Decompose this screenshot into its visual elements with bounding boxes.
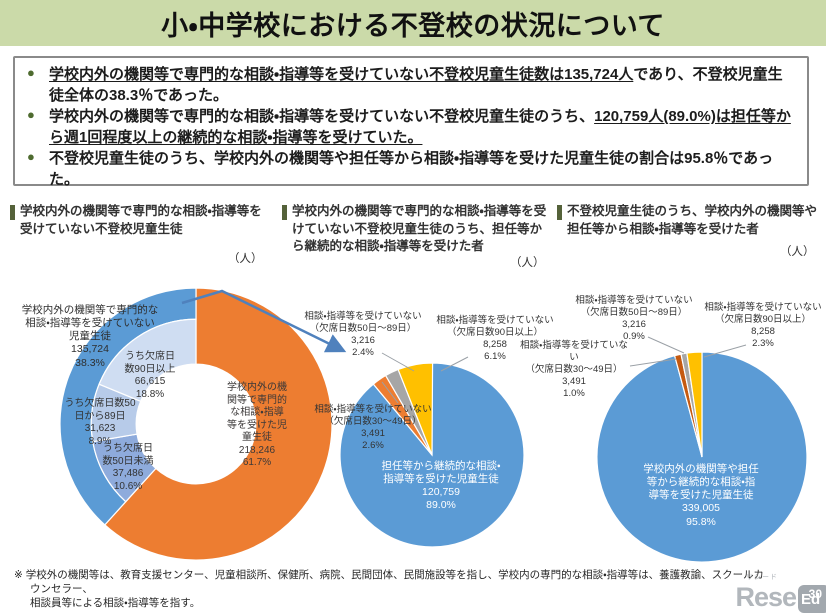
- label-c2-absent-90plus: 相談・指導等を受けていない （欠席日数90日以上） 8,258 6.1%: [436, 315, 554, 362]
- chart3-unit-label: （人）: [780, 246, 815, 258]
- pie-slice: [686, 352, 703, 458]
- pie-chart-overall-support: [597, 352, 807, 562]
- page-title: 小・中学校における不登校の状況について: [161, 10, 665, 41]
- summary-bullet: 学校内外の機関等で専門的な相談・指導等を受けていない不登校児童生徒数は135,7…: [25, 64, 797, 106]
- label-absent-under50: うち欠席日 数50日未満 37,486 10.6%: [102, 443, 154, 492]
- label-c2-main: 担任等から継続的な相談・ 指導等を受けた児童生徒 120,759 89.0%: [381, 460, 501, 512]
- label-c3-absent-30-49: 相談・指導等を受けていない （欠席日数30～49日） 3,491 1.0%: [520, 340, 628, 399]
- chart1-header-text: 学校内外の機関等で専門的な相談・指導等を受けていない不登校児童生徒: [20, 204, 262, 236]
- footnote: ※ 学校外の機関等は、教育支援センター、児童相談所、保健所、病院、民間団体、民間…: [14, 569, 764, 610]
- label-absent-50-89: うち欠席日数50 日から89日 31,623 8.9%: [64, 398, 136, 447]
- section-bar-icon: [10, 205, 15, 220]
- chart1-header: 学校内外の機関等で専門的な相談・指導等を受けていない不登校児童生徒: [10, 203, 272, 238]
- label-c2-absent-50-89: 相談・指導等を受けていない （欠席日数50日～89日） 3,216 2.4%: [304, 311, 422, 358]
- label-absent-90plus: うち欠席日 数90日以上 66,615 18.8%: [124, 351, 176, 400]
- chart2-header: 学校内外の機関等で専門的な相談・指導等を受けていない不登校児童生徒のうち、担任等…: [282, 203, 550, 256]
- chart3-header: 不登校児童生徒のうち、学校内外の機関等や担任等から相談・指導等を受けた者: [557, 203, 821, 238]
- donut-chart-unsupported-students: [60, 288, 332, 560]
- summary-box: 学校内外の機関等で専門的な相談・指導等を受けていない不登校児童生徒数は135,7…: [13, 56, 809, 188]
- page-number: 30: [808, 587, 822, 601]
- watermark-text: Rese: [735, 582, 797, 612]
- pie-slice: [103, 288, 332, 560]
- summary-bullet-list: 学校内外の機関等で専門的な相談・指導等を受けていない不登校児童生徒数は135,7…: [25, 64, 797, 190]
- label-c3-absent-90plus: 相談・指導等を受けていない （欠席日数90日以上） 8,258 2.3%: [704, 302, 822, 349]
- label-not-received: 学校内外の機関等で専門的な 相談・指導等を受けていない 児童生徒 135,724…: [21, 304, 159, 369]
- section-bar-icon: [557, 205, 562, 220]
- watermark-logo: リシード Rese Ed 30: [694, 571, 826, 615]
- label-c2-absent-30-49: 相談・指導等を受けていない （欠席日数30～49日） 3,491 2.6%: [314, 404, 432, 451]
- label-received: 学校内外の機 関等で専門的 な相談・指導 等を受けた児 童生徒 218,246 …: [227, 382, 287, 468]
- summary-bullet: 不登校児童生徒のうち、学校内外の機関等や担任等から相談・指導等を受けた児童生徒の…: [25, 148, 797, 190]
- chart1-unit-label: （人）: [228, 253, 263, 265]
- chart3-header-text: 不登校児童生徒のうち、学校内外の機関等や担任等から相談・指導等を受けた者: [567, 204, 818, 236]
- watermark-badge: Ed: [798, 585, 826, 613]
- summary-bullet: 学校内外の機関等で専門的な相談・指導等を受けていない不登校児童生徒のうち、120…: [25, 106, 797, 148]
- label-c3-main: 学校内外の機関等や担任 等から継続的な相談・指 導等を受けた児童生徒 339,0…: [643, 463, 759, 528]
- chart2-unit-label: （人）: [510, 257, 545, 269]
- pie-slice: [340, 363, 524, 547]
- title-bar: 小・中学校における不登校の状況について: [0, 0, 826, 46]
- section-bar-icon: [282, 205, 287, 220]
- watermark-ruby: リシード: [746, 574, 778, 581]
- pie-chart-teacher-support: [340, 363, 524, 547]
- chart2-header-text: 学校内外の機関等で専門的な相談・指導等を受けていない不登校児童生徒のうち、担任等…: [292, 204, 547, 253]
- label-c3-absent-50-89: 相談・指導等を受けていない （欠席日数50日～89日） 3,216 0.9%: [575, 295, 693, 342]
